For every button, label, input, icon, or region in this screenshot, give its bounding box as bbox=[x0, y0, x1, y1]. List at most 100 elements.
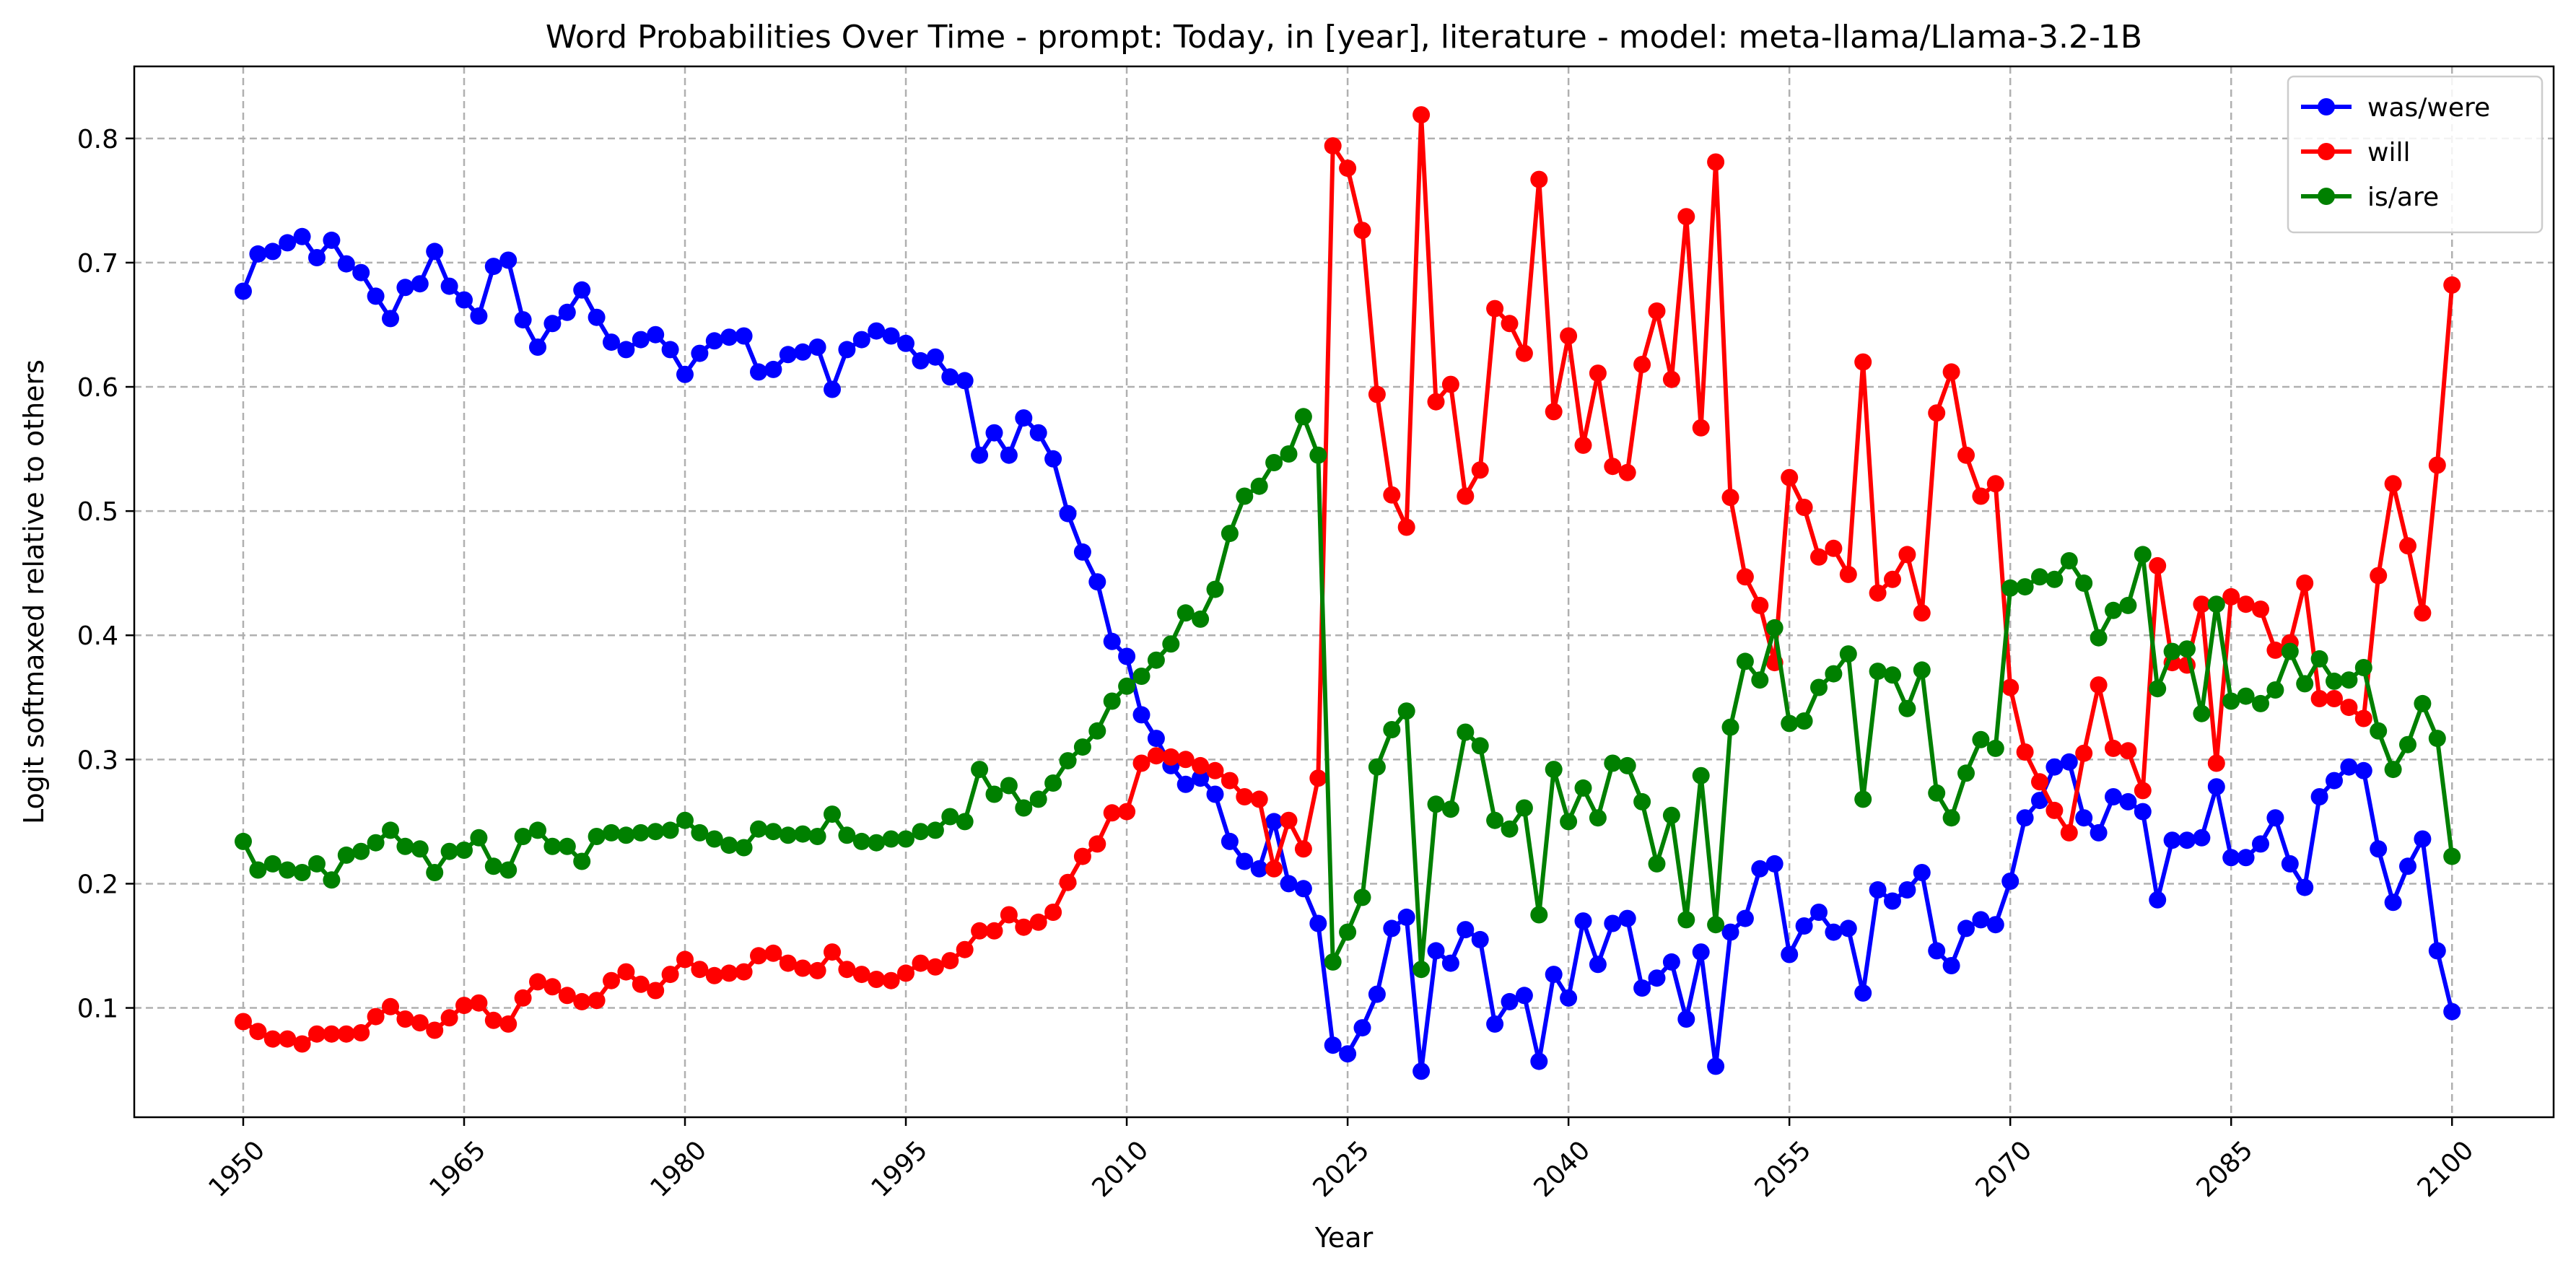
data-point bbox=[1662, 370, 1680, 388]
data-point bbox=[588, 992, 606, 1010]
y-tick-label: 0.2 bbox=[77, 870, 118, 899]
data-point bbox=[750, 363, 767, 381]
data-point bbox=[1059, 752, 1077, 770]
data-point bbox=[1029, 424, 1047, 442]
data-point bbox=[661, 341, 679, 359]
data-point bbox=[2266, 681, 2284, 699]
data-point bbox=[1721, 718, 1739, 736]
data-point bbox=[323, 1025, 341, 1043]
data-point bbox=[1206, 785, 1224, 803]
data-point bbox=[249, 861, 267, 879]
data-point bbox=[1339, 1045, 1357, 1063]
data-point bbox=[2354, 659, 2372, 676]
data-point bbox=[279, 234, 297, 252]
data-point bbox=[484, 258, 502, 276]
data-point bbox=[1957, 764, 1975, 782]
data-point bbox=[1707, 1057, 1725, 1075]
data-point bbox=[2149, 556, 2167, 574]
legend-marker bbox=[2318, 143, 2335, 160]
data-point bbox=[2266, 641, 2284, 659]
data-point bbox=[1206, 580, 1224, 598]
data-point bbox=[1353, 222, 1371, 240]
data-point bbox=[617, 341, 635, 359]
data-point bbox=[2149, 680, 2167, 698]
data-point bbox=[2207, 778, 2225, 796]
data-point bbox=[705, 332, 723, 350]
data-point bbox=[2016, 809, 2034, 827]
data-point bbox=[824, 805, 841, 823]
data-point bbox=[2310, 690, 2328, 707]
data-point bbox=[1353, 1019, 1371, 1037]
data-point bbox=[2119, 742, 2137, 760]
data-point bbox=[1751, 860, 1769, 878]
data-point bbox=[1132, 668, 1151, 685]
data-point bbox=[2414, 604, 2432, 622]
data-point bbox=[1589, 364, 1607, 383]
data-point bbox=[1942, 957, 1960, 974]
data-point bbox=[2340, 671, 2358, 689]
data-point bbox=[1648, 855, 1666, 873]
data-point bbox=[484, 1011, 502, 1029]
data-point bbox=[323, 231, 341, 249]
data-point bbox=[2354, 761, 2372, 779]
data-point bbox=[1103, 632, 1121, 650]
data-point bbox=[2178, 831, 2196, 849]
data-point bbox=[1294, 840, 1312, 858]
data-point bbox=[956, 372, 974, 390]
data-point bbox=[1103, 804, 1121, 822]
data-point bbox=[632, 975, 650, 993]
data-point bbox=[1441, 954, 1459, 972]
data-point bbox=[1957, 446, 1975, 464]
data-point bbox=[1250, 860, 1268, 878]
data-point bbox=[1854, 790, 1872, 808]
data-point bbox=[1206, 761, 1224, 779]
data-point bbox=[588, 308, 606, 326]
data-point bbox=[2310, 788, 2328, 805]
data-point bbox=[617, 963, 635, 981]
data-point bbox=[396, 279, 414, 297]
data-point bbox=[2207, 754, 2225, 772]
data-point bbox=[558, 837, 576, 855]
data-point bbox=[1073, 847, 1091, 865]
x-axis-label: Year bbox=[1314, 1222, 1374, 1254]
data-point bbox=[882, 830, 900, 848]
data-point bbox=[308, 1025, 326, 1043]
data-point bbox=[1324, 953, 1342, 971]
data-point bbox=[1236, 788, 1254, 805]
data-point bbox=[1397, 702, 1415, 720]
data-point bbox=[941, 808, 959, 826]
data-point bbox=[1059, 504, 1077, 523]
data-point bbox=[2060, 552, 2078, 569]
data-point bbox=[2414, 830, 2432, 848]
data-point bbox=[1309, 446, 1327, 464]
data-point bbox=[1132, 706, 1151, 724]
data-point bbox=[1560, 813, 1578, 831]
data-point bbox=[1825, 665, 1843, 683]
data-point bbox=[852, 966, 870, 984]
data-point bbox=[1250, 477, 1268, 495]
data-point bbox=[1280, 875, 1298, 893]
data-point bbox=[1810, 678, 1828, 696]
data-point bbox=[1942, 363, 1960, 381]
data-point bbox=[2428, 730, 2446, 748]
y-axis-label: Logit softmaxed relative to others bbox=[18, 359, 50, 824]
data-point bbox=[720, 964, 738, 982]
data-point bbox=[838, 341, 856, 359]
data-point bbox=[1000, 777, 1018, 795]
data-point bbox=[1192, 769, 1210, 787]
data-point bbox=[1486, 300, 1504, 318]
data-point bbox=[426, 864, 444, 881]
data-point bbox=[1368, 758, 1386, 776]
data-point bbox=[926, 821, 944, 839]
data-point bbox=[367, 834, 385, 852]
data-point bbox=[2090, 676, 2108, 694]
data-point bbox=[2090, 629, 2108, 647]
data-point bbox=[1029, 913, 1047, 931]
data-point bbox=[647, 325, 665, 344]
data-point bbox=[1884, 892, 1901, 910]
data-point bbox=[2105, 788, 2122, 805]
data-point bbox=[1884, 570, 1901, 588]
y-tick-label: 0.6 bbox=[77, 373, 118, 403]
